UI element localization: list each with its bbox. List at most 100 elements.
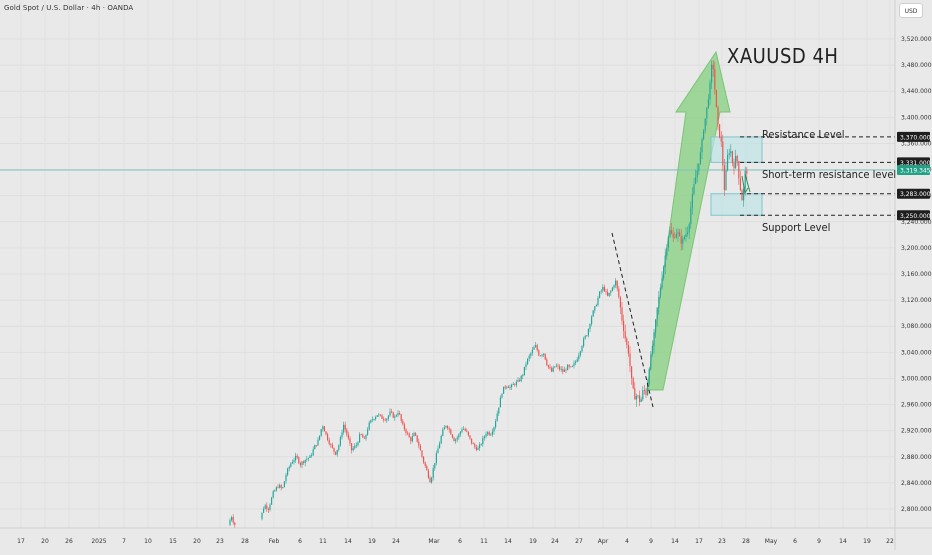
candle-body <box>314 445 316 450</box>
candle-body <box>640 399 642 402</box>
candle-body <box>736 155 738 162</box>
candle-body <box>397 413 399 416</box>
x-tick-label: 19 <box>368 538 376 545</box>
candle-body <box>416 435 418 442</box>
candle-body <box>730 151 732 154</box>
candle-body <box>578 355 580 360</box>
candle-body <box>632 378 634 389</box>
x-tick-label: 27 <box>575 538 583 545</box>
resistance-zone <box>710 136 763 163</box>
candle-body <box>661 278 663 288</box>
candle-body <box>232 517 234 523</box>
candle-body <box>311 455 313 456</box>
candle-body <box>546 359 548 366</box>
arrow-layer <box>646 50 731 391</box>
symbol-label: XAUUSD 4H <box>727 44 839 68</box>
x-tick-label: Mar <box>428 538 440 545</box>
candle-body <box>495 421 497 428</box>
price-badge <box>897 131 930 142</box>
candle-body <box>341 432 343 438</box>
candle-body <box>274 490 276 492</box>
candle-body <box>269 504 271 510</box>
candle-body <box>339 437 341 446</box>
candle-body <box>581 346 583 352</box>
candle-body <box>679 232 681 237</box>
candle-body <box>424 462 426 467</box>
candle-body <box>655 319 657 333</box>
candle-body <box>608 292 610 296</box>
candle-body <box>538 350 540 356</box>
candle-body <box>303 461 305 463</box>
candle-body <box>418 441 420 446</box>
candle-body <box>234 522 236 525</box>
candle-body <box>595 305 597 307</box>
candle-body <box>431 477 433 483</box>
x-tick-label: 28 <box>241 538 249 545</box>
x-tick-label: 17 <box>17 538 25 545</box>
candle-body <box>536 345 538 351</box>
candle-body <box>520 375 522 382</box>
candle-body <box>445 425 447 428</box>
candle-body <box>309 455 311 458</box>
x-tick-label: Feb <box>269 538 280 545</box>
candle-body <box>291 461 293 464</box>
candle-body <box>659 287 661 297</box>
y-tick-label: 2,800.000 <box>901 506 932 513</box>
candle-body <box>487 432 489 435</box>
candle-body <box>707 99 709 108</box>
y-tick-label: 3,040.000 <box>901 349 932 356</box>
candle-body <box>455 439 457 442</box>
candle-body <box>298 457 300 463</box>
candle-body <box>683 236 685 239</box>
candle-body <box>464 428 466 431</box>
candle-body <box>579 351 581 356</box>
candle-body <box>315 445 317 446</box>
x-tick-label: May <box>765 538 778 545</box>
candle-body <box>560 369 562 370</box>
candle-body <box>295 455 297 461</box>
x-tick-label: 17 <box>695 538 703 545</box>
x-tick-label: 26 <box>65 538 73 545</box>
candle-body <box>575 361 577 364</box>
candle-body <box>658 296 660 308</box>
candle-body <box>307 457 309 459</box>
candle-body <box>624 331 626 339</box>
candle-body <box>264 505 266 509</box>
candle-body <box>746 170 748 174</box>
x-tick-label: Apr <box>598 538 609 545</box>
y-tick-label: 2,840.000 <box>901 480 932 487</box>
candle-body <box>458 434 460 438</box>
candle-body <box>562 369 564 372</box>
candle-body <box>602 287 604 291</box>
x-tick-label: 19 <box>863 538 871 545</box>
candle-body <box>327 434 329 441</box>
candle-body <box>688 224 690 233</box>
candle-body <box>451 434 453 438</box>
candle-body <box>618 288 620 298</box>
currency-button[interactable]: USD <box>899 3 923 18</box>
candle-body <box>448 428 450 430</box>
candle-body <box>400 414 402 421</box>
candle-body <box>531 349 533 354</box>
x-tick-label: 24 <box>392 538 400 545</box>
candle-body <box>272 491 274 498</box>
candle-body <box>653 332 655 346</box>
y-tick-label: 3,120.000 <box>901 297 932 304</box>
candle-body <box>722 141 724 166</box>
candle-body <box>741 190 743 201</box>
candle-body <box>343 424 345 433</box>
candle-body <box>306 458 308 460</box>
candle-body <box>283 481 285 488</box>
candle-body <box>717 107 719 125</box>
candle-body <box>701 139 703 153</box>
candle-body <box>554 366 556 368</box>
drawing-layer <box>611 173 751 408</box>
candle-body <box>731 151 733 164</box>
candle-body <box>715 89 717 108</box>
candle-body <box>648 369 650 384</box>
candle-body <box>287 468 289 476</box>
candle-body <box>471 438 473 444</box>
candle-body <box>429 477 431 483</box>
